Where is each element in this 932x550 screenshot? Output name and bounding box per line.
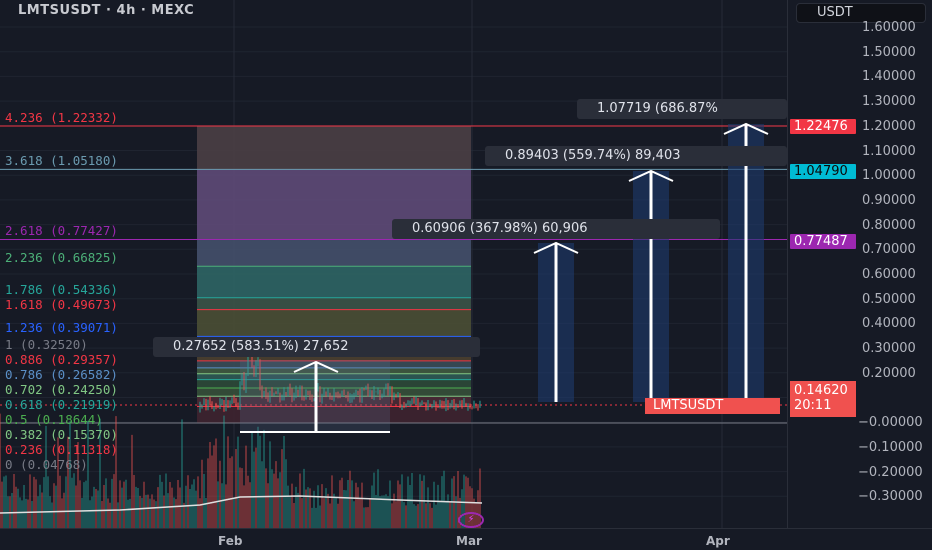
price-tick: −0.10000 (858, 439, 923, 455)
price-tick: 0.30000 (862, 341, 916, 357)
price-tick: 0.70000 (862, 242, 916, 258)
fib-level-label: 1.236 (0.39071) (5, 320, 118, 336)
price-tag-3: 0.77487 (790, 234, 856, 249)
fib-band (197, 126, 471, 170)
fib-level-label: 0.886 (0.29357) (5, 351, 118, 367)
fib-level-label: 0 (0.04768) (5, 456, 88, 472)
fib-band (197, 373, 471, 380)
price-tick: −0.00000 (858, 415, 923, 431)
fib-level-label: 0.236 (0.11318) (5, 441, 118, 457)
arrow-head-icon (293, 360, 339, 373)
price-tick: 0.50000 (862, 291, 916, 307)
volume-ma-line (0, 495, 483, 514)
last-price: 0.14620 (794, 383, 848, 398)
time-label-mar: Mar (456, 534, 482, 548)
price-tick: 1.20000 (862, 118, 916, 134)
last-price-tag: 0.14620 20:11 (790, 381, 856, 417)
fib-level-label: 1 (0.32520) (5, 336, 88, 352)
price-axis[interactable]: USDT 1.60000 1.50000 1.40000 1.30000 1.20000… (787, 0, 932, 528)
fib-band (197, 406, 471, 423)
fib-level-label: 2.618 (0.77427) (5, 223, 118, 239)
price-tag-1: 1.22476 (790, 119, 856, 134)
price-tick: 0.80000 (862, 217, 916, 233)
fib-band (197, 379, 471, 388)
bar-countdown: 20:11 (794, 398, 832, 413)
time-label-feb: Feb (218, 534, 243, 548)
fib-band (197, 266, 471, 298)
price-tick: 1.10000 (862, 143, 916, 159)
fib-band (197, 360, 471, 368)
measure-label-4: 1.07719 (686.87% (577, 99, 787, 119)
lightning-event-icon[interactable]: ⚡ (458, 512, 484, 528)
time-axis[interactable]: Feb Mar Apr (0, 528, 932, 550)
fib-level-label: 4.236 (1.22332) (5, 110, 118, 126)
fib-band (197, 309, 471, 337)
price-tick: 1.40000 (862, 69, 916, 85)
price-tick: 1.30000 (862, 94, 916, 110)
fib-level-label: 0.382 (0.15370) (5, 426, 118, 442)
price-tick: −0.20000 (858, 464, 923, 480)
price-tick: 1.60000 (862, 20, 916, 35)
arrow-head-icon (628, 169, 674, 182)
time-label-apr: Apr (706, 534, 730, 548)
measure-label-3: 0.89403 (559.74%) 89,403 (485, 146, 787, 166)
fib-band (197, 297, 471, 310)
chart-canvas[interactable] (0, 0, 787, 528)
price-tick: 1.00000 (862, 168, 916, 184)
fib-level-label: 1.618 (0.49673) (5, 296, 118, 312)
price-tick: 0.60000 (862, 267, 916, 282)
currency-selector[interactable]: USDT (796, 3, 926, 23)
fib-level-label: 3.618 (1.05180) (5, 153, 118, 169)
measure-label-1: 0.27652 (583.51%) 27,652 (153, 337, 480, 357)
price-tick: 0.90000 (862, 192, 916, 208)
fib-level-label: 0.5 (0.18644) (5, 411, 103, 427)
symbol-title[interactable]: LMTSUSDT · 4h · MEXC (18, 3, 195, 18)
price-tick: 0.20000 (862, 365, 916, 381)
symbol-price-tag: LMTSUSDT (645, 398, 780, 414)
arrow-head-icon (723, 122, 769, 135)
measure-label-2: 0.60906 (367.98%) 60,906 (392, 219, 720, 239)
price-tick: 1.50000 (862, 44, 916, 60)
price-tick: 0.40000 (862, 316, 916, 332)
fib-level-label: 0.702 (0.24250) (5, 381, 118, 397)
fib-level-label: 1.786 (0.54336) (5, 281, 118, 297)
price-tag-2: 1.04790 (790, 164, 856, 179)
chart-pane[interactable]: LMTSUSDT · 4h · MEXC 4.236 (1.22332) 3.61… (0, 0, 787, 528)
fib-level-label: 0.618 (0.21919) (5, 396, 118, 412)
arrow-head-icon (533, 241, 579, 254)
fib-band (197, 239, 471, 267)
fib-level-label: 0.786 (0.26582) (5, 366, 118, 382)
price-tick: −0.30000 (858, 489, 923, 505)
fib-level-label: 2.236 (0.66825) (5, 250, 118, 266)
